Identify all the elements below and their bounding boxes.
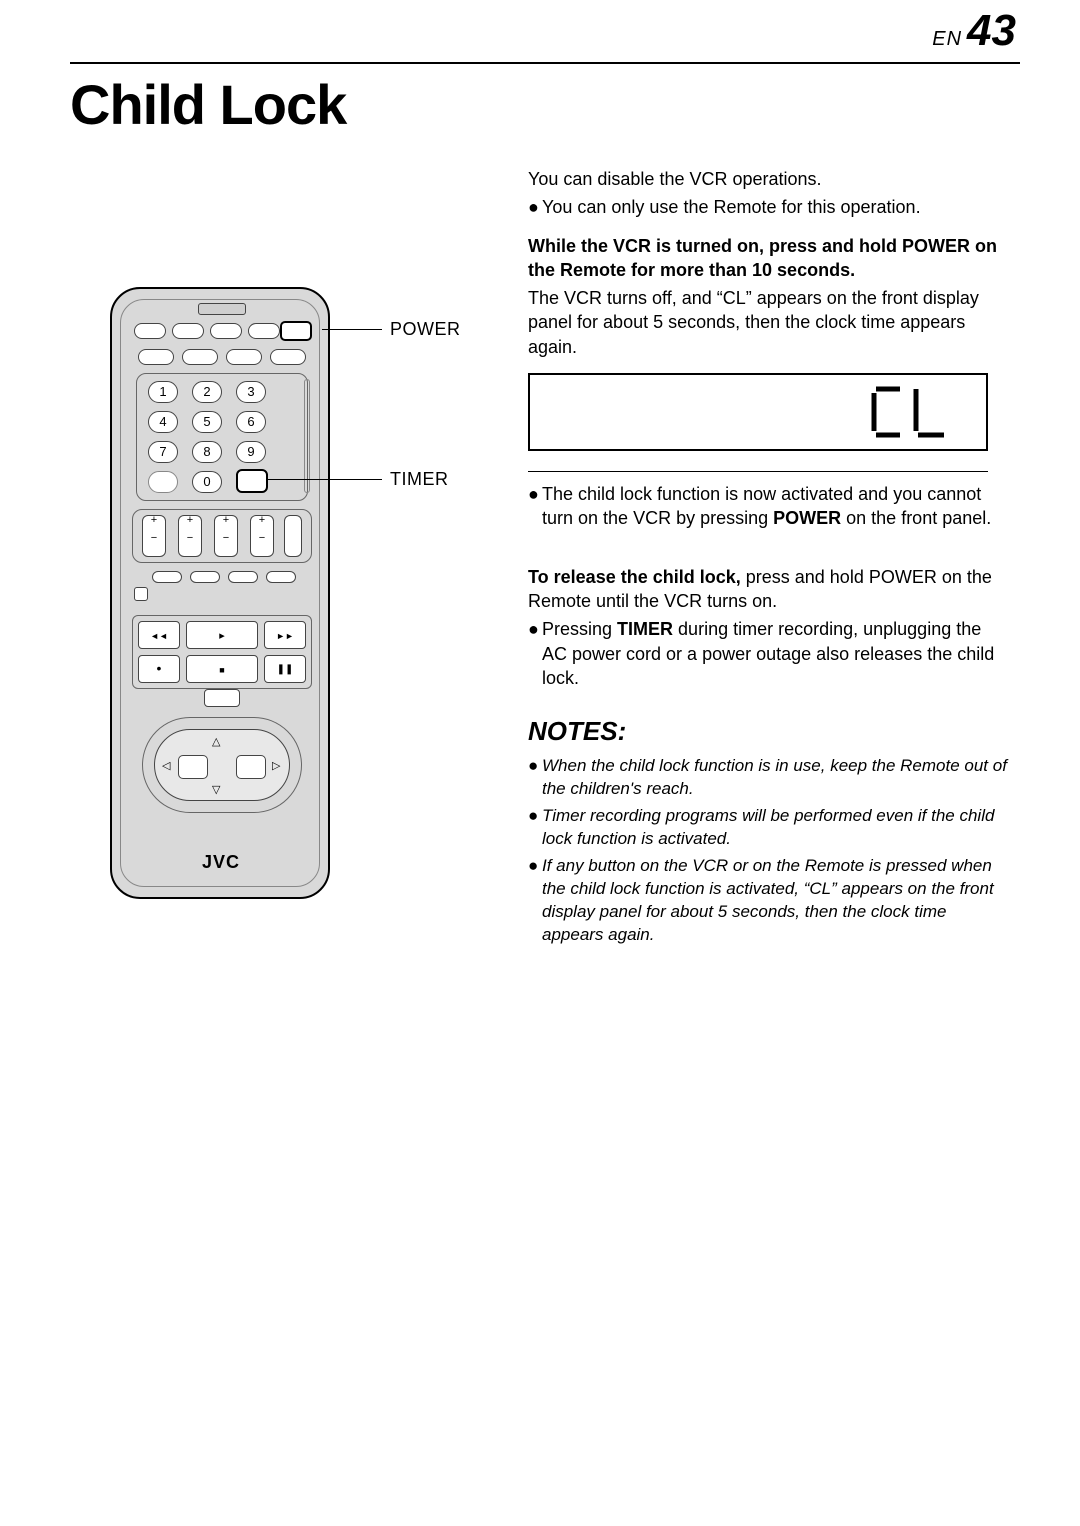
page-number: EN 43 (70, 6, 1020, 56)
num-4: 4 (148, 411, 178, 433)
num-0: 0 (192, 471, 222, 493)
display-panel (528, 373, 988, 451)
cl-display-icon (870, 385, 950, 439)
header-rule (70, 62, 1020, 64)
bullet-icon: ● (528, 195, 542, 219)
page-title: Child Lock (70, 72, 1020, 137)
note-item: Timer recording programs will be perform… (542, 805, 1008, 851)
intro-bullet: You can only use the Remote for this ope… (542, 195, 921, 219)
intro-line: You can disable the VCR operations. (528, 167, 1008, 191)
remote-illustration: 1 2 3 4 5 6 7 8 9 0 +− (70, 167, 490, 951)
num-2: 2 (192, 381, 222, 403)
after-instruction: The VCR turns off, and “CL” appears on t… (528, 286, 1008, 359)
release-text: To release the child lock, press and hol… (528, 565, 1008, 614)
num-3: 3 (236, 381, 266, 403)
bullet-icon: ● (528, 482, 542, 531)
num-7: 7 (148, 441, 178, 463)
notes-list: ●When the child lock function is in use,… (528, 755, 1008, 947)
brand-logo: JVC (202, 852, 240, 873)
timer-label: TIMER (390, 469, 449, 490)
page-number-prefix: EN (932, 28, 962, 50)
power-label: POWER (390, 319, 461, 340)
activated-text: The child lock function is now activated… (542, 482, 1008, 531)
note-item: If any button on the VCR or on the Remot… (542, 855, 1008, 947)
remote-body: 1 2 3 4 5 6 7 8 9 0 +− (110, 287, 330, 899)
timer-button-icon (236, 469, 268, 493)
note-item: When the child lock function is in use, … (542, 755, 1008, 801)
release-bullet: Pressing TIMER during timer recording, u… (542, 617, 1008, 690)
instruction-column: You can disable the VCR operations. ● Yo… (528, 167, 1008, 951)
timer-leader-line (266, 479, 382, 480)
power-button-icon (280, 321, 312, 341)
bullet-icon: ● (528, 617, 542, 690)
num-5: 5 (192, 411, 222, 433)
num-1: 1 (148, 381, 178, 403)
bold-instruction: While the VCR is turned on, press and ho… (528, 234, 1008, 283)
num-8: 8 (192, 441, 222, 463)
page-number-value: 43 (967, 6, 1016, 55)
num-9: 9 (236, 441, 266, 463)
num-6: 6 (236, 411, 266, 433)
notes-heading: NOTES: (528, 714, 1008, 749)
power-leader-line (322, 329, 382, 330)
section-rule (528, 471, 988, 472)
